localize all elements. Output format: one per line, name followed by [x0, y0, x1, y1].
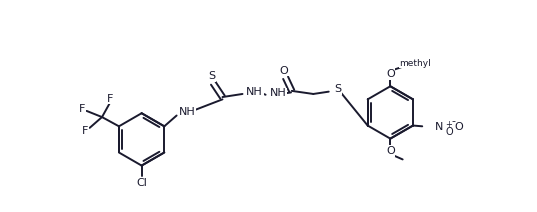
Text: F: F — [82, 126, 88, 136]
Text: NH: NH — [246, 87, 263, 97]
Text: NH: NH — [179, 107, 195, 117]
Text: S: S — [208, 71, 215, 81]
Text: methyl: methyl — [399, 59, 431, 68]
Text: S: S — [334, 84, 341, 94]
Text: O: O — [386, 69, 395, 79]
Text: O: O — [386, 146, 395, 156]
Text: Cl: Cl — [136, 177, 147, 188]
Text: NH: NH — [270, 88, 286, 98]
Text: F: F — [106, 93, 113, 104]
Text: F: F — [79, 104, 85, 114]
Text: N: N — [434, 122, 443, 132]
Text: O: O — [445, 127, 453, 137]
Text: +: + — [445, 120, 452, 129]
Text: O: O — [280, 66, 288, 76]
Text: O: O — [455, 122, 463, 132]
Text: -: - — [452, 116, 455, 126]
